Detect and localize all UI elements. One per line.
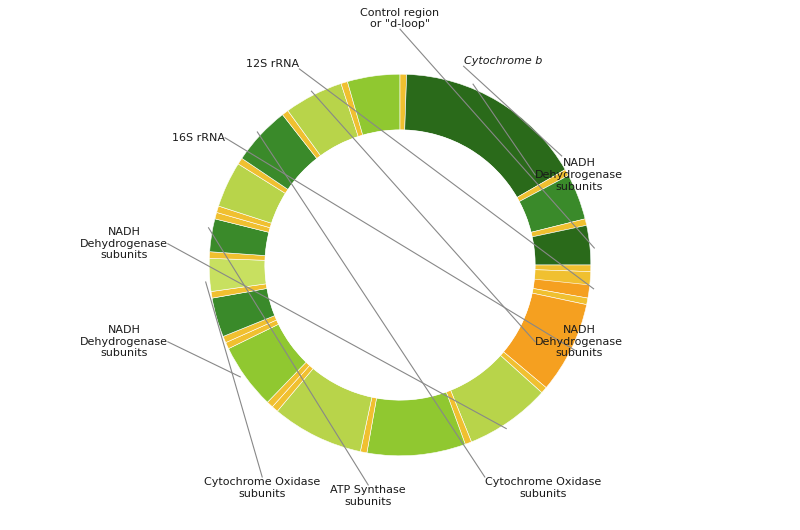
Text: 22 tRNA-encoding genes: 22 tRNA-encoding genes bbox=[353, 210, 508, 223]
Text: Cytochrome b: Cytochrome b bbox=[464, 56, 542, 66]
Wedge shape bbox=[210, 219, 269, 255]
Wedge shape bbox=[450, 356, 542, 442]
Wedge shape bbox=[282, 111, 321, 158]
Text: Control region
or "d-loop": Control region or "d-loop" bbox=[361, 7, 439, 29]
Text: 16S rRNA: 16S rRNA bbox=[172, 133, 225, 143]
Wedge shape bbox=[531, 219, 586, 237]
Text: NADH
Dehydrogenase
subunits: NADH Dehydrogenase subunits bbox=[80, 227, 168, 260]
Text: 13 protein-encoding regions: 13 protein-encoding regions bbox=[353, 253, 530, 266]
Wedge shape bbox=[534, 270, 590, 285]
Wedge shape bbox=[226, 320, 278, 349]
Text: Cytochrome Oxidase
subunits: Cytochrome Oxidase subunits bbox=[485, 477, 601, 499]
Bar bbox=[337, 251, 346, 268]
Wedge shape bbox=[400, 74, 406, 130]
Text: 12S rRNA: 12S rRNA bbox=[246, 59, 299, 69]
Wedge shape bbox=[405, 74, 566, 197]
Wedge shape bbox=[532, 225, 590, 265]
Wedge shape bbox=[446, 390, 471, 444]
Wedge shape bbox=[272, 366, 313, 411]
Wedge shape bbox=[212, 288, 274, 337]
Wedge shape bbox=[517, 170, 569, 201]
Wedge shape bbox=[535, 267, 590, 278]
Wedge shape bbox=[519, 175, 585, 232]
Bar bbox=[329, 251, 346, 268]
Wedge shape bbox=[535, 265, 590, 272]
Wedge shape bbox=[229, 324, 306, 402]
Wedge shape bbox=[278, 368, 372, 452]
Wedge shape bbox=[217, 206, 271, 228]
Wedge shape bbox=[238, 158, 288, 193]
Wedge shape bbox=[218, 164, 286, 223]
Wedge shape bbox=[242, 114, 317, 189]
Wedge shape bbox=[215, 213, 270, 232]
Wedge shape bbox=[367, 392, 466, 456]
Text: ATP Synthase
subunits: ATP Synthase subunits bbox=[330, 485, 406, 507]
Text: NADH
Dehydrogenase
subunits: NADH Dehydrogenase subunits bbox=[535, 325, 623, 358]
Wedge shape bbox=[210, 258, 266, 292]
Text: NADH
Dehydrogenase
subunits: NADH Dehydrogenase subunits bbox=[535, 158, 623, 191]
Text: NADH
Dehydrogenase
subunits: NADH Dehydrogenase subunits bbox=[80, 325, 168, 358]
Wedge shape bbox=[533, 275, 590, 298]
Bar bbox=[329, 251, 337, 268]
Wedge shape bbox=[360, 397, 377, 453]
Wedge shape bbox=[223, 316, 277, 342]
Wedge shape bbox=[533, 228, 590, 268]
Wedge shape bbox=[503, 293, 586, 387]
Wedge shape bbox=[501, 352, 546, 393]
Text: Cytochrome Oxidase
subunits: Cytochrome Oxidase subunits bbox=[204, 477, 320, 499]
Wedge shape bbox=[210, 252, 265, 260]
Wedge shape bbox=[347, 74, 400, 135]
Bar bbox=[329, 208, 346, 225]
Wedge shape bbox=[532, 288, 588, 305]
Circle shape bbox=[265, 130, 535, 400]
Wedge shape bbox=[267, 362, 310, 407]
Wedge shape bbox=[531, 219, 587, 239]
Wedge shape bbox=[288, 84, 358, 156]
Wedge shape bbox=[211, 284, 267, 298]
Wedge shape bbox=[341, 82, 362, 136]
